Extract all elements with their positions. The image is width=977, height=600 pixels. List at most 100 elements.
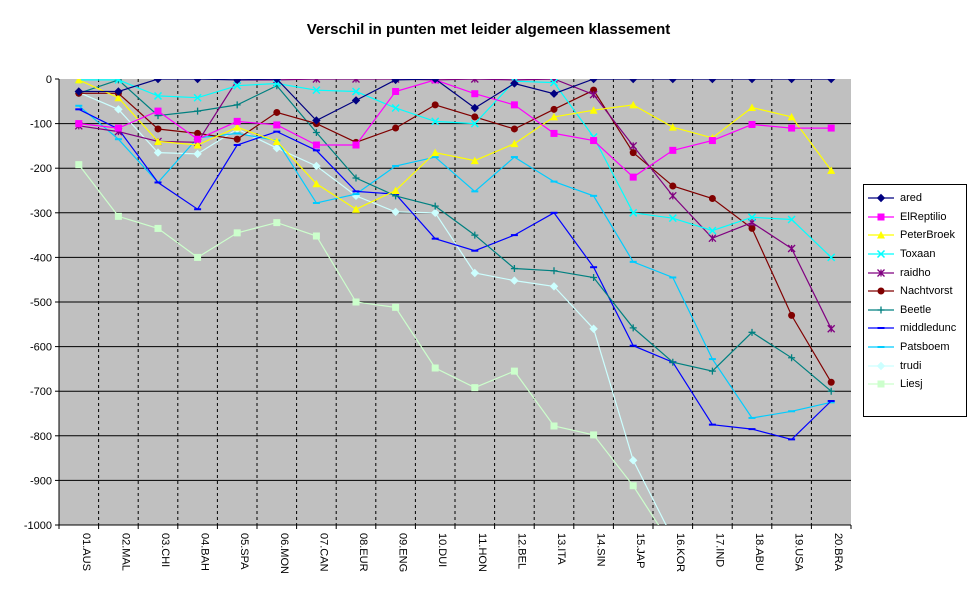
data-point bbox=[827, 253, 836, 262]
data-point bbox=[430, 208, 440, 218]
x-tick-label: 04.BAH bbox=[199, 533, 211, 571]
data-point bbox=[590, 273, 598, 281]
data-point bbox=[629, 100, 638, 109]
x-tick-label: 18.ABU bbox=[753, 533, 765, 571]
data-point bbox=[590, 137, 598, 145]
legend-label: middledunc bbox=[900, 322, 957, 335]
data-point bbox=[153, 148, 163, 157]
legend-item: PeterBroek bbox=[868, 226, 966, 245]
data-point bbox=[75, 161, 83, 169]
legend-item: raidho bbox=[868, 263, 966, 282]
legend-swatch bbox=[868, 250, 894, 259]
data-point bbox=[589, 106, 598, 114]
data-point bbox=[510, 139, 519, 148]
data-point bbox=[114, 87, 123, 96]
data-point bbox=[590, 431, 598, 439]
data-point bbox=[787, 215, 796, 224]
series-line bbox=[78, 91, 667, 525]
y-tick-label: -500 bbox=[30, 297, 52, 309]
data-point bbox=[471, 384, 479, 392]
data-point bbox=[114, 105, 123, 114]
y-tick-label: -800 bbox=[30, 431, 52, 443]
data-point bbox=[708, 226, 717, 235]
x-tick-label: 05.SPA bbox=[238, 533, 250, 570]
data-point bbox=[193, 79, 202, 84]
data-point bbox=[787, 112, 796, 121]
data-point bbox=[273, 219, 281, 227]
data-point bbox=[629, 208, 638, 217]
x-tick-label: 07.CAN bbox=[317, 533, 329, 572]
data-point bbox=[668, 79, 678, 84]
legend-label: ElReptilio bbox=[900, 210, 947, 223]
data-point bbox=[431, 364, 439, 372]
data-point bbox=[470, 119, 479, 128]
data-point bbox=[194, 135, 202, 143]
data-point bbox=[153, 91, 163, 100]
legend-label: trudi bbox=[900, 359, 922, 372]
legend-item: trudi bbox=[868, 356, 966, 375]
data-point bbox=[114, 212, 122, 220]
data-point bbox=[74, 79, 83, 84]
legend-marker bbox=[877, 268, 885, 277]
data-point bbox=[827, 378, 835, 386]
data-point bbox=[550, 79, 558, 83]
data-point bbox=[391, 207, 400, 217]
data-point bbox=[232, 79, 242, 85]
legend-label: ared bbox=[900, 192, 923, 205]
x-tick-label: 20.BRA bbox=[832, 533, 844, 572]
data-point bbox=[550, 422, 558, 430]
data-point bbox=[788, 354, 796, 362]
data-point bbox=[629, 141, 638, 150]
data-point bbox=[628, 456, 638, 465]
x-tick-label: 16.KOR bbox=[674, 533, 686, 572]
legend-swatch bbox=[868, 361, 894, 370]
y-tick-label: -200 bbox=[30, 163, 52, 175]
data-point bbox=[470, 79, 479, 83]
legend-marker bbox=[877, 231, 885, 239]
data-point bbox=[471, 113, 479, 121]
data-point bbox=[193, 149, 202, 159]
data-point bbox=[392, 87, 400, 95]
data-point bbox=[391, 103, 400, 113]
data-point bbox=[114, 93, 123, 102]
series-line bbox=[78, 79, 832, 258]
data-point bbox=[74, 87, 84, 96]
data-point bbox=[114, 124, 122, 132]
x-tick-label: 08.EUR bbox=[357, 533, 369, 572]
legend-label: Nachtvorst bbox=[900, 285, 953, 298]
data-point bbox=[154, 107, 162, 115]
data-point bbox=[312, 79, 321, 83]
data-point bbox=[629, 173, 637, 181]
data-point bbox=[589, 90, 598, 99]
data-point bbox=[748, 328, 756, 336]
data-point bbox=[668, 123, 677, 131]
legend-label: raidho bbox=[900, 266, 931, 279]
data-point bbox=[233, 81, 242, 90]
series-peterbroek bbox=[74, 79, 836, 213]
data-point bbox=[431, 117, 440, 126]
legend-item: Nachtvorst bbox=[868, 282, 966, 301]
data-point bbox=[510, 79, 519, 88]
data-point bbox=[391, 79, 400, 85]
x-tick-label: 19.USA bbox=[793, 533, 805, 572]
legend-marker bbox=[877, 213, 885, 221]
series-beetle bbox=[75, 79, 835, 395]
data-point bbox=[193, 93, 202, 102]
data-point bbox=[352, 174, 360, 182]
legend-marker bbox=[876, 361, 886, 370]
data-point bbox=[827, 166, 836, 174]
x-tick-label: 13.ITA bbox=[555, 533, 567, 565]
data-point bbox=[194, 107, 202, 115]
legend-swatch bbox=[868, 231, 894, 239]
data-point bbox=[590, 86, 598, 94]
data-point bbox=[550, 267, 558, 275]
legend-item: ared bbox=[868, 189, 966, 208]
data-point bbox=[154, 224, 162, 232]
legend-swatch bbox=[868, 380, 894, 388]
data-point bbox=[510, 367, 518, 375]
data-point bbox=[233, 101, 241, 109]
legend-swatch bbox=[868, 346, 894, 349]
y-tick-label: -900 bbox=[30, 475, 52, 487]
series-line bbox=[78, 79, 832, 122]
series-line bbox=[78, 164, 660, 525]
